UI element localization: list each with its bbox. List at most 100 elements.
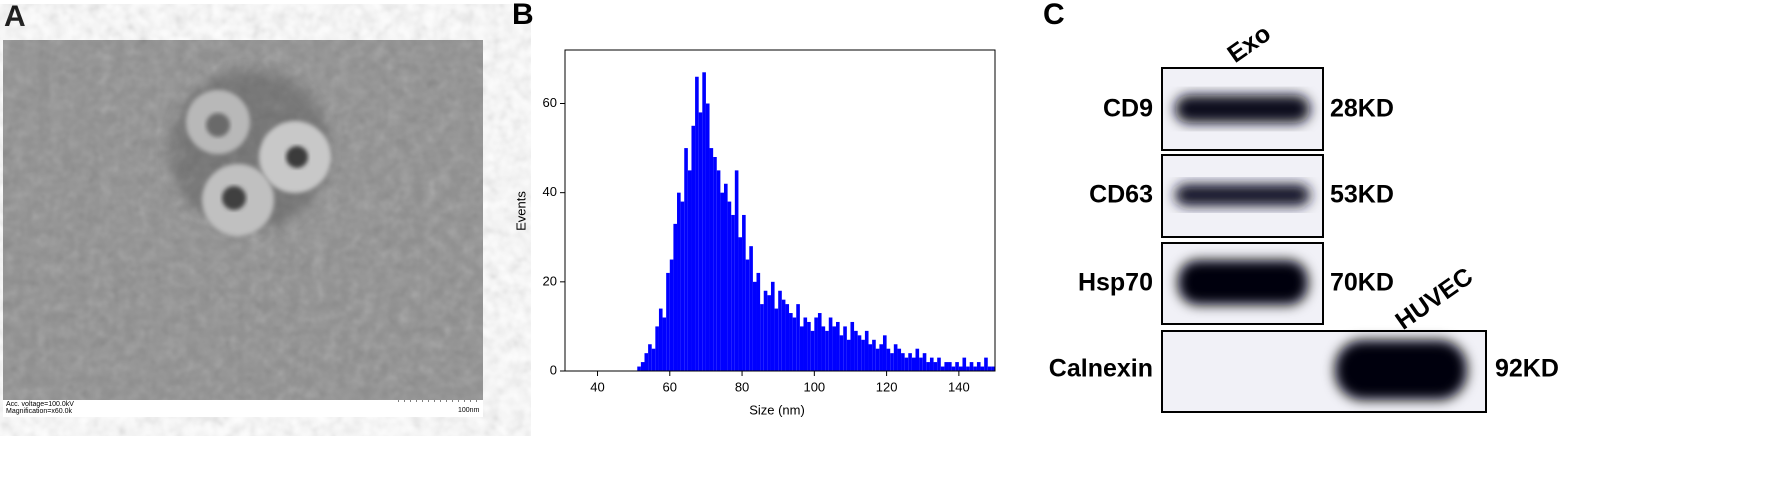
bar <box>662 317 667 371</box>
bar <box>658 308 663 371</box>
y-tick-label: 0 <box>550 362 557 377</box>
bar <box>792 317 797 371</box>
x-tick-label: 120 <box>876 379 898 394</box>
bar <box>731 214 735 371</box>
bar <box>929 357 934 371</box>
bar <box>882 335 887 371</box>
bar <box>969 362 974 371</box>
bar <box>698 112 703 371</box>
bar <box>973 366 977 371</box>
bar <box>803 317 808 371</box>
bar <box>825 330 829 371</box>
bar <box>774 308 779 371</box>
bar <box>922 353 927 371</box>
bar <box>756 272 761 371</box>
bar <box>810 330 815 371</box>
bar <box>832 326 837 371</box>
panel-label: C <box>1043 0 1065 31</box>
bar <box>655 326 659 371</box>
bar <box>673 223 678 371</box>
bar <box>991 366 995 371</box>
bar <box>875 348 880 371</box>
bar <box>908 353 912 371</box>
weight-label: 70KD <box>1330 269 1394 297</box>
em-voltage: Acc. voltage=100.0kV <box>6 401 74 408</box>
bar <box>879 344 883 371</box>
y-tick-label: 20 <box>543 273 557 288</box>
bar <box>651 348 656 371</box>
bar <box>980 366 985 371</box>
bar <box>781 299 786 371</box>
x-tick-label: 140 <box>948 379 970 394</box>
bar <box>738 237 743 371</box>
bar <box>763 290 768 371</box>
bar <box>705 103 710 371</box>
bar <box>854 330 858 371</box>
bar <box>680 201 685 371</box>
bar <box>817 313 822 371</box>
bar <box>760 304 764 371</box>
bar <box>669 259 674 371</box>
histogram: 40 60 80 100 120 140 0 20 40 60 <box>543 49 996 394</box>
bar <box>911 357 916 371</box>
bar <box>770 281 775 371</box>
lane-label: HUVEC <box>1390 262 1478 335</box>
em-scale-bar: 100nm <box>458 407 480 414</box>
bar <box>861 339 865 371</box>
protein-label: Calnexin <box>1049 355 1153 383</box>
bar <box>937 357 941 371</box>
x-tick-label: 40 <box>590 379 604 394</box>
bar <box>846 339 851 371</box>
bar <box>807 321 811 371</box>
bar <box>839 335 844 371</box>
em-magnification: Magnification=x60.0k <box>6 408 72 415</box>
bar <box>976 362 981 371</box>
bar <box>821 326 826 371</box>
bar <box>850 321 855 371</box>
x-tick-label: 100 <box>803 379 825 394</box>
x-tick-label: 80 <box>735 379 749 394</box>
protein-label: CD63 <box>1089 181 1153 209</box>
blot-membranes <box>1161 67 1487 413</box>
x-axis-label: Size (nm) <box>749 402 805 417</box>
bar <box>734 170 739 371</box>
bar <box>836 321 840 371</box>
protein-label: CD9 <box>1103 95 1153 123</box>
bar <box>691 125 696 371</box>
bar <box>767 295 771 371</box>
bar <box>984 357 988 371</box>
bar <box>987 366 992 371</box>
bar <box>713 157 717 371</box>
bar <box>828 317 833 371</box>
bar <box>893 344 898 371</box>
bar <box>955 362 959 371</box>
bar <box>926 362 930 371</box>
bar <box>778 290 782 371</box>
bar <box>752 281 757 371</box>
bar <box>695 76 699 371</box>
bar <box>948 362 952 371</box>
bar <box>944 362 949 371</box>
bar <box>702 72 706 371</box>
bar <box>684 148 688 371</box>
bar <box>962 357 967 371</box>
bar <box>814 317 818 371</box>
bars <box>637 72 995 371</box>
bar <box>799 326 804 371</box>
bar <box>785 304 790 371</box>
bar <box>745 259 750 371</box>
bar <box>966 366 970 371</box>
y-tick-label: 40 <box>543 184 557 199</box>
bar <box>742 214 746 371</box>
bar <box>666 272 670 371</box>
em-image <box>3 40 483 417</box>
bar <box>904 357 909 371</box>
bar <box>897 348 902 371</box>
bar <box>951 366 956 371</box>
y-axis-label: Events <box>513 191 528 231</box>
bar <box>933 362 938 371</box>
bar <box>727 201 732 371</box>
bar <box>864 330 869 371</box>
bar <box>644 353 649 371</box>
